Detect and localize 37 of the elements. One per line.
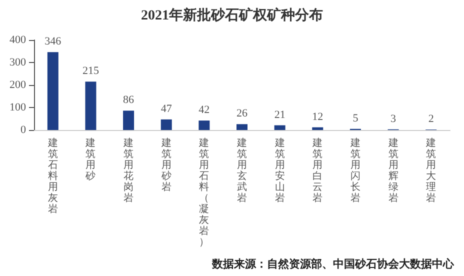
x-tick-label: 建筑用砂 <box>84 137 96 182</box>
x-tick-label: 建筑用大理岩 <box>425 137 436 204</box>
x-tick-label: 建筑用安山岩 <box>274 137 285 204</box>
bar <box>160 119 172 130</box>
bar <box>198 120 210 130</box>
data-label: 42 <box>198 104 210 116</box>
bar <box>85 82 96 130</box>
category-label: 建筑用石料（凝灰岩） <box>199 138 210 248</box>
x-tick-label: 建筑用白云岩 <box>312 137 323 204</box>
x-tick-label: 建筑用花岗岩 <box>122 137 134 204</box>
y-tick-label: 200 <box>10 79 26 91</box>
y-tick-label: 100 <box>10 102 26 114</box>
data-label: 47 <box>160 102 172 115</box>
data-label: 21 <box>274 108 286 121</box>
x-tick-label: 建筑石料用灰岩 <box>46 137 58 215</box>
source-note: 数据来源：自然资源部、中国砂石协会大数据中心 <box>211 258 455 270</box>
x-tick-label: 建筑用闪长岩 <box>349 137 360 204</box>
bar <box>123 110 134 130</box>
x-tick-label: 建筑用辉绿岩 <box>387 137 398 204</box>
bar <box>236 124 248 130</box>
y-tick-label: 0 <box>20 124 26 136</box>
y-tick-label: 400 <box>10 34 26 46</box>
data-label: 12 <box>312 110 324 123</box>
data-label: 26 <box>236 108 248 120</box>
data-label: 2 <box>428 113 434 126</box>
data-label: 86 <box>123 94 135 106</box>
bar <box>47 52 58 130</box>
data-label: 346 <box>44 36 62 48</box>
data-label: 215 <box>82 65 100 78</box>
bar <box>274 125 286 130</box>
data-label: 5 <box>352 112 359 124</box>
bar <box>312 127 324 130</box>
y-tick-label: 300 <box>10 56 26 68</box>
x-tick-label: 建筑用砂岩 <box>160 137 172 193</box>
chart-title: 2021年新批砂石矿权矿种分布 <box>141 6 323 24</box>
x-tick-label: 建筑用玄武岩 <box>236 137 247 204</box>
data-label: 3 <box>390 112 397 125</box>
